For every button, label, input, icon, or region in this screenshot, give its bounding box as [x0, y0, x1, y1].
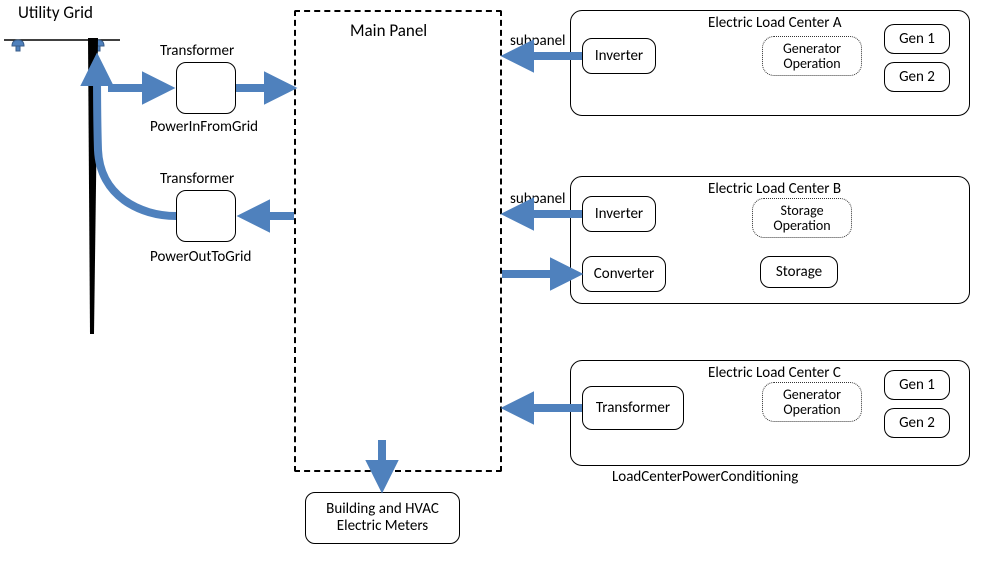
arrows-layer: [0, 0, 984, 569]
diagram-canvas: { "colors": { "arrow": "#4f81bd", "arrow…: [0, 0, 984, 569]
